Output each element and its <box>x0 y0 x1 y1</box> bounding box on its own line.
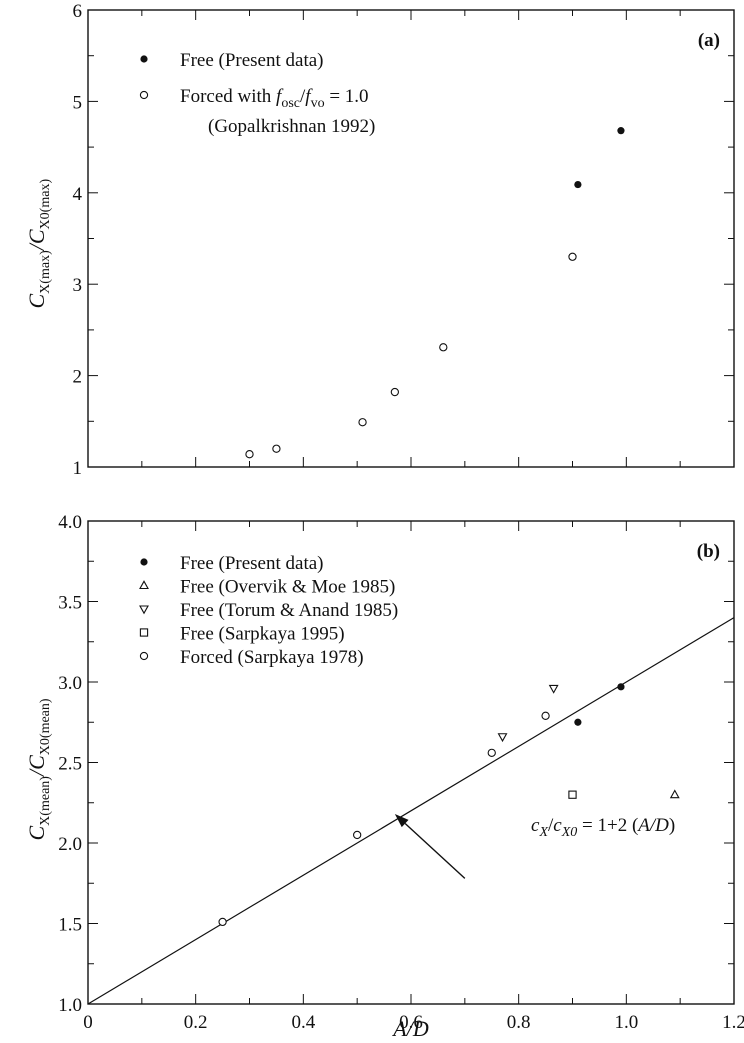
panel-b-point-4 <box>218 917 227 927</box>
panel-b-ticks <box>87 520 735 1005</box>
fit-line <box>87 617 735 1005</box>
y-title-a-slash: / <box>24 242 49 252</box>
panel-b-y-tick-label: 3.5 <box>58 593 82 614</box>
panel-a-y-tick-label: 2 <box>73 367 83 388</box>
panel-b-points <box>218 683 680 927</box>
panel-a-point-1 <box>568 252 577 261</box>
panel-b-legend-marker <box>140 558 148 566</box>
panel-b-legend-marker <box>139 605 149 615</box>
panel-a-y-tick-labels: 1 2 3 4 5 6 <box>73 1 83 479</box>
panel-b-legend-label: Forced (Sarpkaya 1978) <box>180 647 364 668</box>
panel-b-point-1 <box>669 789 680 799</box>
panel-a-point-1 <box>358 418 367 427</box>
panel-a-label: (a) <box>698 30 720 51</box>
panel-a-point-1 <box>272 444 281 453</box>
panel-a-frame <box>87 9 735 468</box>
panel-a-point-0 <box>574 180 582 189</box>
panel-b-x-tick-label: 0.2 <box>184 1012 208 1033</box>
fit-line-equation: cX/cX0 = 1+2 (A/D) <box>531 815 675 840</box>
panel-b-point-2 <box>548 684 559 694</box>
panel-b-label: (b) <box>697 541 720 562</box>
panel-b-point-0 <box>574 718 582 726</box>
panel-b-point-3 <box>568 790 577 799</box>
panel-b-y-tick-label: 4.0 <box>58 512 82 533</box>
panel-a-point-1 <box>390 387 399 397</box>
panel-b-legend-marker <box>139 651 149 661</box>
panel-a-legend: Free (Present data) Forced with fosc/fvo… <box>139 50 375 137</box>
legend-marker-forced-gopalkrishnan <box>139 90 149 100</box>
panel-b-legend-label: Free (Overvik & Moe 1985) <box>180 577 395 598</box>
panel-a-point-0 <box>617 127 625 135</box>
y-title-a-sub2b: (max) <box>38 179 53 213</box>
panel-a-y-tick-label: 1 <box>73 458 83 479</box>
y-title-a-c1: C <box>24 294 49 309</box>
panel-b-x-tick-label: 0.6 <box>399 1012 423 1033</box>
panel-b-point-4 <box>353 830 362 840</box>
panel-b-y-tick-label: 2.5 <box>58 754 82 775</box>
panel-b-x-tick-label: 1.2 <box>722 1012 744 1033</box>
legend-label-forced-gopalkrishnan: Forced with fosc/fvo = 1.0 <box>180 86 369 111</box>
panel-a-point-1 <box>439 343 448 352</box>
panel-b-y-tick-labels: 1.0 1.5 2.0 2.5 3.0 3.5 4.0 <box>58 512 82 1016</box>
y-title-a-c2: C <box>24 229 49 244</box>
panel-b-point-4 <box>487 748 496 757</box>
panel-b-legend-label: Free (Torum & Anand 1985) <box>180 600 398 621</box>
y-title-a-sub1b: (max) <box>38 250 53 284</box>
panel-b-x-tick-labels: 0 0.2 0.4 0.6 0.8 1.0 1.2 <box>83 1012 744 1033</box>
panel-b-legend: Free (Present data) Free (Overvik & Moe 1… <box>139 553 398 668</box>
panel-b-point-0 <box>617 683 625 691</box>
panel-a-y-axis-title: CX(max)/CX0(max) <box>24 179 53 309</box>
panel-a-point-1 <box>245 450 254 459</box>
panel-b-point-2 <box>497 733 508 743</box>
panel-b-legend-marker <box>139 580 149 590</box>
legend-label-free-present: Free (Present data) <box>180 50 324 71</box>
panel-b-y-axis-title: CX(mean)/CX0(mean) <box>24 698 53 840</box>
annotation-arrow <box>404 822 466 879</box>
panel-a-ticks <box>87 9 735 468</box>
legend-label-gopalkrishnan-ref: (Gopalkrishnan 1992) <box>208 116 375 137</box>
panel-b-x-tick-label: 0 <box>83 1012 93 1033</box>
panel-b-legend-label: Free (Sarpkaya 1995) <box>180 624 345 645</box>
annotation-arrowhead <box>394 814 409 828</box>
legend-marker-free-present <box>140 55 148 63</box>
panel-a-y-tick-label: 5 <box>73 92 83 113</box>
panel-a-y-tick-label: 6 <box>73 1 83 22</box>
panel-a-y-tick-label: 3 <box>73 275 83 296</box>
panel-a-y-tick-label: 4 <box>73 184 83 205</box>
panel-b: 1.01.52.02.53.03.54.0 0 0.2 0.4 0.6 0.8 1.0 1.… <box>24 512 744 1041</box>
panel-b-x-tick-label: 1.0 <box>614 1012 638 1033</box>
panel-b-x-tick-label: 0.8 <box>507 1012 531 1033</box>
panel-b-x-axis-title: A/D <box>391 1016 429 1041</box>
panel-b-y-tick-label: 2.0 <box>58 834 82 855</box>
y-title-a-sub2: X0 <box>38 212 53 229</box>
y-title-a-sub1: X <box>38 284 53 294</box>
panel-b-y-tick-label: 1.5 <box>58 915 82 936</box>
panel-b-y-tick-label: 3.0 <box>58 673 82 694</box>
panel-b-x-tick-label: 0.4 <box>291 1012 315 1033</box>
panel-b-point-4 <box>541 711 550 720</box>
panel-b-legend-label: Free (Present data) <box>180 553 324 574</box>
panel-a-points <box>245 127 625 459</box>
panel-b-y-tick-label: 1.0 <box>58 995 82 1016</box>
panel-b-legend-marker <box>139 628 149 637</box>
